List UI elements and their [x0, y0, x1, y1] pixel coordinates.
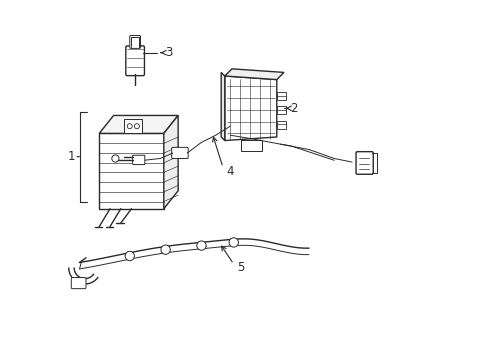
Text: 1: 1	[68, 150, 75, 163]
Polygon shape	[224, 76, 276, 140]
Text: 2: 2	[290, 102, 297, 115]
FancyBboxPatch shape	[71, 278, 86, 289]
FancyBboxPatch shape	[132, 155, 144, 165]
Text: 5: 5	[237, 261, 244, 274]
Polygon shape	[221, 72, 224, 140]
FancyBboxPatch shape	[124, 119, 142, 134]
Circle shape	[161, 245, 170, 254]
FancyBboxPatch shape	[276, 92, 285, 100]
Circle shape	[127, 124, 132, 129]
Text: 3: 3	[164, 46, 172, 59]
Polygon shape	[224, 69, 284, 80]
FancyBboxPatch shape	[276, 121, 285, 129]
FancyBboxPatch shape	[241, 140, 262, 151]
Circle shape	[228, 238, 238, 247]
Polygon shape	[163, 116, 178, 209]
FancyBboxPatch shape	[171, 147, 188, 158]
Circle shape	[196, 241, 206, 250]
Circle shape	[112, 155, 119, 162]
Circle shape	[134, 124, 139, 129]
Text: 4: 4	[226, 165, 234, 178]
Polygon shape	[99, 134, 163, 209]
FancyBboxPatch shape	[125, 46, 144, 76]
FancyBboxPatch shape	[355, 152, 372, 174]
FancyBboxPatch shape	[129, 36, 140, 48]
Polygon shape	[99, 116, 178, 134]
FancyBboxPatch shape	[276, 107, 285, 114]
Circle shape	[125, 251, 134, 261]
